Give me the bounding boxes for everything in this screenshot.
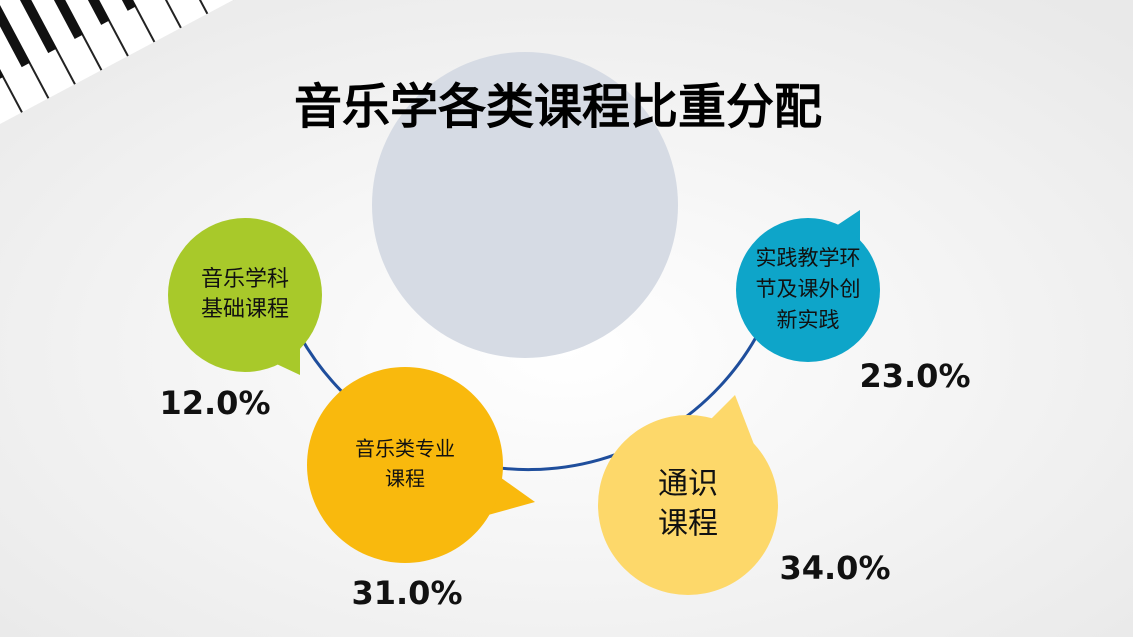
title: 音乐学各类课程比重分配 (294, 79, 822, 135)
bubble (168, 218, 322, 372)
bubble (307, 367, 503, 563)
bubble-label: 音乐学科 (201, 267, 289, 292)
bubble-label: 音乐类专业 (355, 437, 455, 461)
percent-label: 12.0% (159, 384, 270, 422)
bubble-label: 通识 (658, 467, 718, 502)
bubble-label: 实践教学环 (756, 246, 861, 270)
bubble-label: 课程 (658, 507, 718, 542)
bubbles: 音乐学科基础课程12.0%音乐类专业课程31.0%通识课程34.0%实践教学环节… (159, 210, 971, 612)
percent-label: 34.0% (779, 549, 890, 587)
percent-label: 23.0% (859, 357, 970, 395)
center-circle (372, 52, 678, 358)
bubble-label: 节及课外创 (756, 277, 861, 301)
bubble-label: 基础课程 (201, 297, 289, 322)
bubble (736, 218, 880, 362)
bubble (598, 415, 778, 595)
piano-keys (0, 0, 288, 126)
percent-label: 31.0% (351, 574, 462, 612)
bubble-label: 课程 (385, 467, 425, 491)
bubble-label: 新实践 (777, 308, 840, 332)
